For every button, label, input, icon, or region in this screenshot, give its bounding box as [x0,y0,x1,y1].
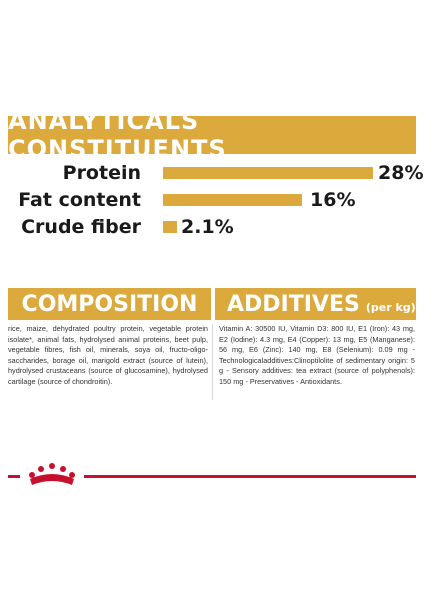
fat-row: Fat content 16% [0,187,424,213]
analytics-title: ANALYTICALS CONSTITUENTS [8,107,227,163]
column-divider [212,324,213,400]
analytics-header: ANALYTICALS CONSTITUENTS [8,107,416,163]
additives-subtitle: (per kg) [365,300,416,314]
fat-bar [163,194,302,206]
composition-title: COMPOSITION [21,291,198,317]
brand-line-left [8,475,20,478]
fat-label: Fat content [18,189,141,211]
fiber-label: Crude fiber [21,216,141,238]
royal-canin-crown-icon [29,463,75,485]
protein-value: 28% [378,162,424,184]
protein-row: Protein 28% [0,160,424,186]
fat-value: 16% [310,189,356,211]
protein-label: Protein [62,162,141,184]
additives-title: ADDITIVES [227,291,360,317]
brand-line-right [84,475,416,478]
protein-bar [163,167,373,179]
additives-header: ADDITIVES (per kg) [215,288,416,320]
composition-text: rice, maize, dehydrated poultry protein,… [8,324,208,386]
composition-header: COMPOSITION [8,288,211,320]
fiber-row: Crude fiber 2.1% [0,214,424,240]
additives-text: Vitamin A: 30500 IU, Vitamin D3: 800 IU,… [219,324,415,386]
fiber-bar [163,221,177,233]
fiber-value: 2.1% [181,216,234,238]
